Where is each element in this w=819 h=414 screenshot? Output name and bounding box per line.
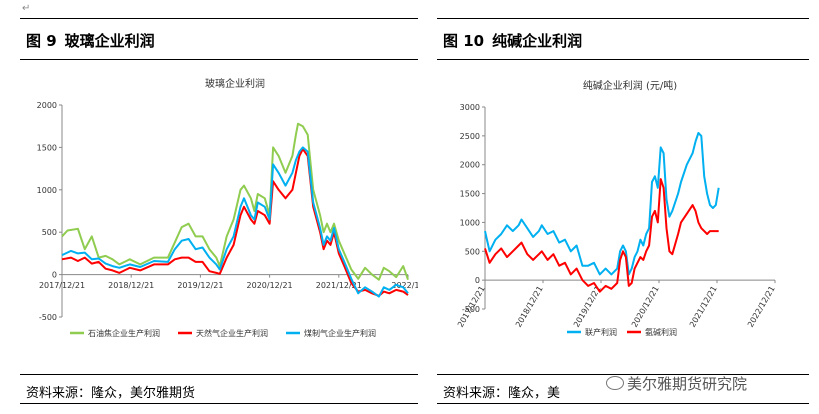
x-tick-label: 2018/12/21 (108, 281, 154, 290)
chart-container: 玻璃企业利润 -500 0 500 1000 1500 2000 2017/12/21 2018… (20, 59, 425, 374)
y-tick-label: 0 (52, 271, 57, 280)
series-line-2 (484, 178, 719, 293)
x-tick-label: 2022/12 (391, 281, 418, 290)
x-tick-label: 2018/12/21 (514, 285, 545, 329)
y-tick-label: 1500 (460, 190, 480, 199)
figure-number: 图 9 (26, 32, 57, 50)
chart-container: 纯碱企业利润 (元/吨) -500 0 500 1000 1500 2000 2500 3000… (437, 59, 809, 374)
x-tick-label: 2020/12/21 (630, 285, 661, 329)
series-line-2 (61, 148, 409, 297)
glass-profit-chart: 玻璃企业利润 -500 0 500 1000 1500 2000 2017/12/21 2018… (37, 77, 425, 338)
x-tick-label: 2022/12/21 (746, 285, 777, 329)
figure-title-text: 纯碱企业利润 (492, 32, 583, 50)
series-line-1 (61, 122, 409, 281)
source-note: 资料来源：隆众，美尔雅期货 (26, 386, 196, 401)
x-tick-label: 2019/12/21 (177, 281, 223, 290)
watermark: 美尔雅期货研究院 (606, 373, 747, 394)
figure-title-text: 玻璃企业利润 (64, 32, 155, 50)
series-line-3 (61, 146, 409, 298)
x-tick-label: 2021/12/21 (688, 285, 719, 329)
figure-title: 图 10 纯碱企业利润 (443, 30, 582, 51)
paragraph-mark: ↵ (22, 3, 31, 14)
figure-9: 图 9 玻璃企业利润 玻璃企业利润 -500 0 500 1000 1500 2000 2017… (20, 18, 425, 404)
figure-header: 图 10 纯碱企业利润 (437, 18, 809, 60)
y-tick-label: 3000 (460, 103, 480, 112)
legend-label: 联产利润 (585, 327, 617, 337)
y-tick-label: -500 (39, 313, 57, 322)
source-note: 资料来源：隆众，美 (443, 386, 561, 401)
legend-label: 天然气企业生产利润 (196, 328, 268, 338)
figure-title: 图 9 玻璃企业利润 (26, 30, 155, 51)
figure-header: 图 9 玻璃企业利润 (20, 18, 418, 60)
y-tick-label: 500 (465, 247, 480, 256)
legend-label: 氨碱利润 (645, 327, 677, 337)
y-tick-label: 1000 (460, 218, 480, 227)
legend-label: 煤制气企业生产利润 (304, 328, 376, 338)
legend-label: 石油焦企业生产利润 (88, 328, 160, 338)
figure-footer: 资料来源：隆众，美尔雅期货 (20, 374, 418, 404)
x-tick-label: 2020/12/21 (247, 281, 293, 290)
y-tick-label: 1000 (37, 186, 57, 195)
x-tick-label: 2017/12/21 (39, 281, 85, 290)
y-tick-label: 500 (42, 228, 57, 237)
figure-10: 图 10 纯碱企业利润 纯碱企业利润 (元/吨) -500 0 500 1000 1500 2… (437, 18, 809, 404)
soda-ash-profit-chart: 纯碱企业利润 (元/吨) -500 0 500 1000 1500 2000 2500 3000… (456, 79, 777, 337)
y-tick-label: 2000 (37, 101, 57, 110)
series-line-1 (484, 132, 720, 276)
figure-number: 图 10 (443, 32, 485, 50)
watermark-text: 美尔雅期货研究院 (627, 375, 748, 393)
y-tick-label: 1500 (37, 143, 57, 152)
x-tick-label: 2019/12/21 (572, 285, 603, 329)
x-tick-label: 2021/12/21 (316, 281, 362, 290)
x-tick-label: 2017/12/21 (456, 285, 487, 329)
figure-footer: 资料来源：隆众，美 (437, 374, 809, 404)
y-tick-label: 0 (475, 276, 480, 285)
chart-title: 玻璃企业利润 (205, 77, 265, 90)
y-tick-label: -500 (462, 305, 480, 314)
y-tick-label: 2000 (460, 161, 480, 170)
chart-title: 纯碱企业利润 (元/吨) (583, 79, 677, 92)
wechat-icon (606, 376, 624, 390)
y-tick-label: 2500 (460, 132, 480, 141)
